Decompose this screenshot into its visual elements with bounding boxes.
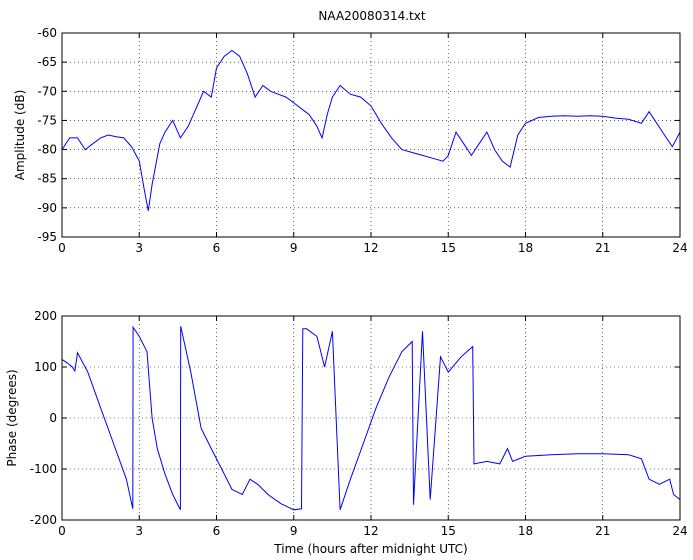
x-tick-label: 21 [595,241,610,255]
amplitude-series-line [61,49,681,211]
amplitude-y-ticks: -95 -90 -85 -80 -75 -70 -65 -60 [37,26,680,244]
phase-x-ticks: 0 3 6 9 12 15 18 21 24 [58,316,688,538]
y-tick-label: 100 [34,360,57,374]
phase-panel: 0 3 6 9 12 15 18 21 24 -200 -100 0 100 200 Phase (de… [5,309,688,556]
y-tick-label: -100 [30,462,57,476]
x-tick-label: 15 [441,524,456,538]
y-tick-label: -70 [37,84,57,98]
y-tick-label: -65 [37,55,57,69]
y-tick-label: 0 [49,411,57,425]
x-tick-label: 12 [363,524,378,538]
x-tick-label: 0 [58,524,66,538]
x-tick-label: 6 [213,524,221,538]
y-tick-label: -90 [37,201,57,215]
y-tick-label: -95 [37,230,57,244]
x-tick-label: 24 [672,241,687,255]
y-tick-label: -60 [37,26,57,40]
y-tick-label: -75 [37,113,57,127]
x-tick-label: 3 [135,241,143,255]
phase-y-ticks: -200 -100 0 100 200 [30,309,680,527]
y-tick-label: -80 [37,143,57,157]
x-tick-label: 15 [441,241,456,255]
x-tick-label: 24 [672,524,687,538]
phase-grid [62,316,680,520]
x-tick-label: 12 [363,241,378,255]
y-tick-label: -85 [37,172,57,186]
x-tick-label: 9 [290,241,298,255]
y-tick-label: -200 [30,513,57,527]
phase-series-line [61,325,681,511]
amplitude-grid [62,33,680,237]
x-tick-label: 21 [595,524,610,538]
amplitude-y-axis-label: Amplitude (dB) [13,90,27,181]
x-tick-label: 18 [518,524,533,538]
amplitude-chart-title: NAA20080314.txt [318,9,425,23]
time-x-axis-label: Time (hours after midnight UTC) [273,542,467,556]
y-tick-label: 200 [34,309,57,323]
amplitude-x-ticks: 0 3 6 9 12 15 18 21 24 [58,33,688,255]
phase-y-axis-label: Phase (degrees) [5,369,19,466]
x-tick-label: 18 [518,241,533,255]
amplitude-panel: NAA20080314.txt 0 3 6 9 12 15 18 21 24 -95 -90 -85… [13,9,688,255]
x-tick-label: 0 [58,241,66,255]
x-tick-label: 6 [213,241,221,255]
x-tick-label: 3 [135,524,143,538]
x-tick-label: 9 [290,524,298,538]
